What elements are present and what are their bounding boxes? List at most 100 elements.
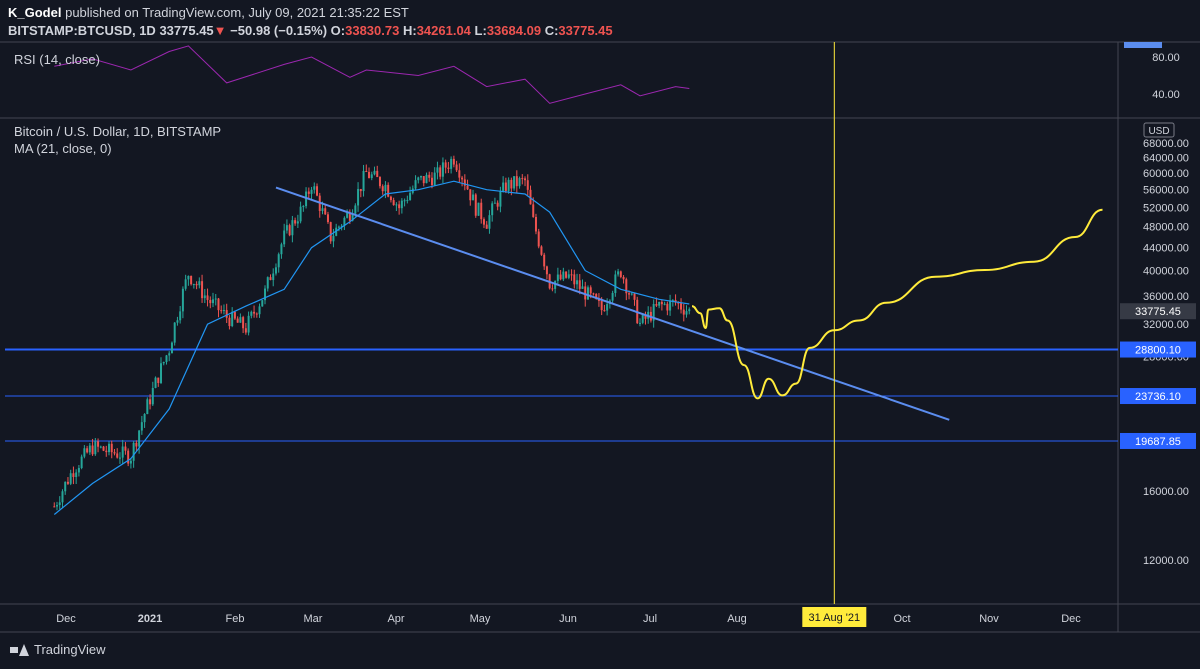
low-value: 33684.09 [486,23,542,38]
trendline [275,186,950,421]
candle-body [614,274,617,294]
candle-body [518,178,521,187]
candle-body [184,279,187,289]
candle-body [58,502,61,506]
candle-body [162,361,165,364]
price-pane-title[interactable]: Bitcoin / U.S. Dollar, 1D, BITSTAMP [14,124,222,139]
date-marker-label: 31 Aug '21 [808,612,860,624]
candle-body [307,191,310,194]
candle-body [102,446,105,451]
candle-body [526,180,529,190]
candle-body [376,170,379,178]
candle-body [272,273,275,281]
price-tick-label: 48000.00 [1143,222,1189,234]
candle-body [452,158,455,165]
candle-body [118,457,121,459]
candle-body [532,204,535,217]
candle-body [86,448,89,453]
candle-body [628,293,631,295]
price-tick-label: 64000.00 [1143,153,1189,165]
candle-body [324,208,327,215]
candle-body [491,203,494,216]
time-tick-label: Aug [727,613,747,625]
candle-body [105,450,108,453]
candle-body [370,174,373,179]
candle-body [398,204,401,209]
candle-body [212,299,215,304]
price-tick-label: 32000.00 [1143,319,1189,331]
candle-body [551,288,554,290]
price-tick-label: 40000.00 [1143,266,1189,278]
candle-body [378,177,381,187]
candle-body [253,311,256,314]
projection-path [691,208,1103,400]
candle-body [447,167,450,169]
rsi-line [54,45,690,104]
time-tick-label: Dec [1061,613,1081,625]
currency-box [1143,122,1175,138]
candle-body [190,275,193,285]
candle-body [534,216,537,232]
candle-body [641,314,644,323]
candle-body [685,311,688,315]
candle-body [545,266,548,275]
ma-line [53,180,690,515]
candle-body [53,506,56,508]
candle-body [373,170,376,175]
candle-body [652,304,655,321]
candle-body [480,202,483,220]
candle-body [261,300,264,307]
candle-body [201,281,204,299]
candle-body [433,172,436,186]
candle-body [403,200,406,202]
price-tick-label: 12000.00 [1143,555,1189,567]
candle-body [677,302,680,304]
currency-label: USD [1148,126,1169,137]
candle-body [138,430,141,447]
candle-body [409,192,412,201]
candle-body [543,254,546,267]
candle-body [630,293,633,295]
candle-body [296,221,299,224]
footer-brand[interactable]: TradingView [10,642,106,657]
candle-body [463,179,466,186]
symbol-name: BITSTAMP:BTCUSD, 1D [8,23,156,38]
candle-body [617,271,620,275]
candle-body [233,311,236,319]
last-price-box [1120,303,1196,320]
candle-body [222,310,225,312]
candle-body [157,377,160,383]
candle-body [595,294,598,299]
candle-body [441,162,444,177]
candle-body [507,179,510,191]
candle-body [611,293,614,301]
candle-body [66,481,69,484]
candle-body [351,213,354,221]
candle-body [143,414,146,423]
candle-body [116,453,119,458]
rsi-tick-label: 80.00 [1152,52,1180,64]
ma-label[interactable]: MA (21, close, 0) [14,141,112,156]
candle-body [474,194,477,216]
candle-body [151,387,154,405]
candle-body [387,184,390,197]
rsi-label[interactable]: RSI (14, close) [14,52,100,67]
candle-body [132,442,135,461]
candle-body [56,505,59,507]
candle-body [176,320,179,323]
candle-body [666,303,669,311]
author-name[interactable]: K_Godel [8,5,62,20]
candle-body [140,422,143,431]
candle-body [515,176,518,187]
candle-body [669,300,672,311]
candle-body [417,177,420,181]
price-change: −50.98 (−0.15%) [230,23,328,38]
level-label-box [1120,432,1196,449]
candle-body [529,189,532,205]
candle-body [586,287,589,300]
candle-body [567,274,570,278]
candle-body [302,206,305,208]
time-tick-label: Jul [643,613,657,625]
